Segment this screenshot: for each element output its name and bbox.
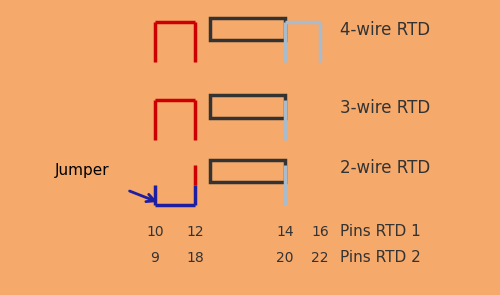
Bar bbox=[210, 18, 285, 40]
Text: 12: 12 bbox=[186, 225, 204, 239]
Text: Pins RTD 1: Pins RTD 1 bbox=[340, 224, 421, 240]
Bar bbox=[210, 95, 285, 118]
Text: 16: 16 bbox=[311, 225, 329, 239]
Text: 18: 18 bbox=[186, 251, 204, 265]
Text: 10: 10 bbox=[146, 225, 164, 239]
Text: Jumper: Jumper bbox=[55, 163, 110, 178]
Text: 3-wire RTD: 3-wire RTD bbox=[340, 99, 430, 117]
Text: 20: 20 bbox=[276, 251, 294, 265]
Text: 22: 22 bbox=[311, 251, 329, 265]
Bar bbox=[210, 160, 285, 182]
Text: 14: 14 bbox=[276, 225, 294, 239]
Text: 2-wire RTD: 2-wire RTD bbox=[340, 159, 430, 177]
Text: Pins RTD 2: Pins RTD 2 bbox=[340, 250, 421, 266]
Text: 4-wire RTD: 4-wire RTD bbox=[340, 21, 430, 39]
Text: 9: 9 bbox=[150, 251, 160, 265]
